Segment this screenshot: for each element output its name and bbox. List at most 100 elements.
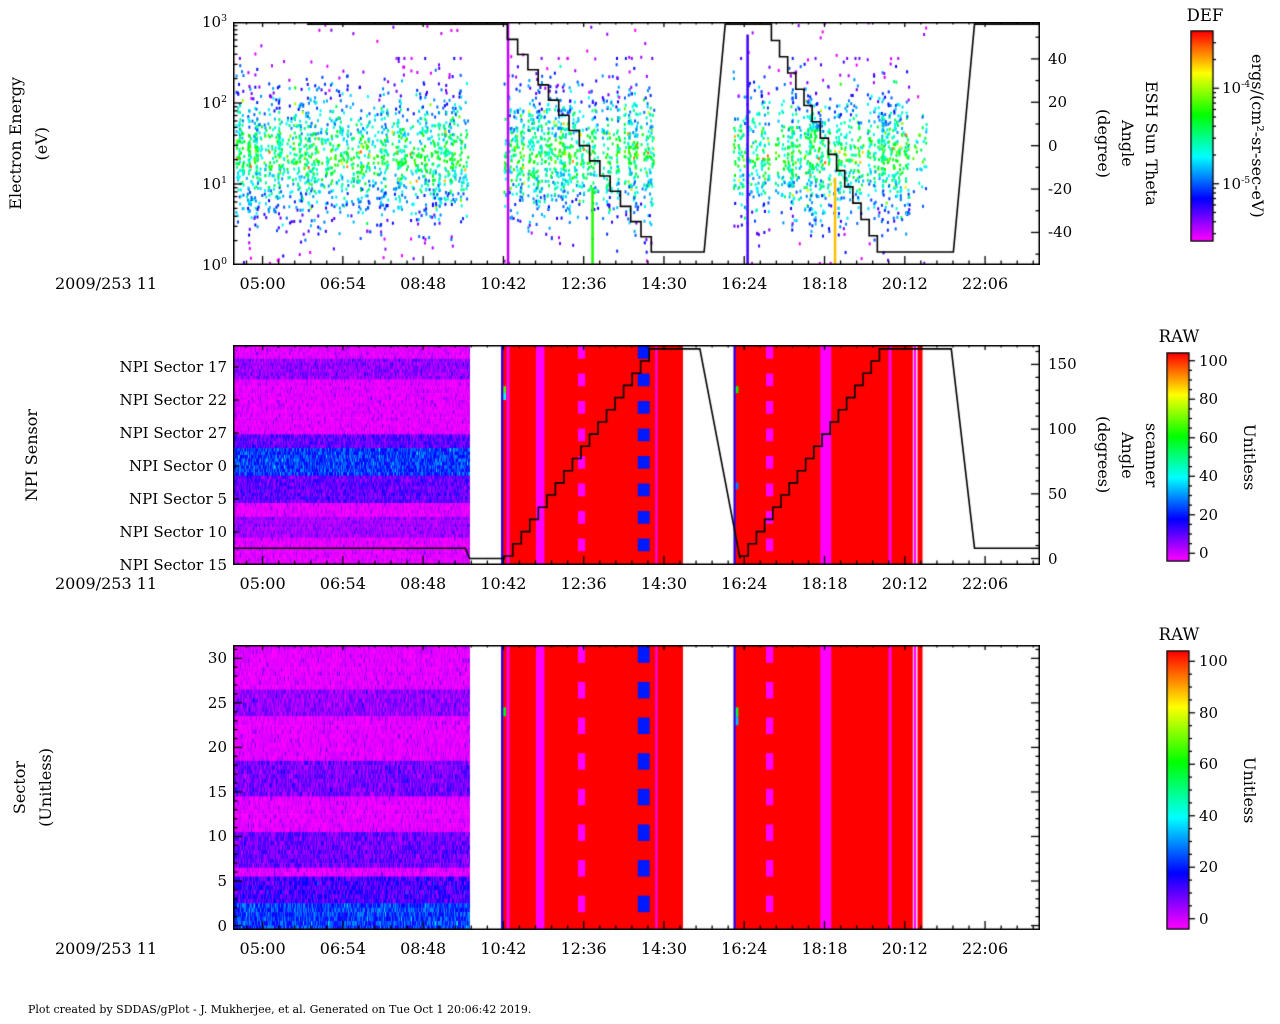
x-tick-label: 05:00 (239, 939, 286, 958)
colorbar-tick-label: 10-5 (1222, 174, 1251, 193)
x-tick-label: 05:00 (239, 574, 286, 593)
x-tick-label: 08:48 (400, 274, 447, 293)
colorbar-tick-label: 40 (1199, 806, 1219, 825)
colorbar-tick-label: 80 (1199, 703, 1219, 722)
p2-colorbar (1166, 352, 1196, 562)
y-tick-label: NPI Sector 5 (128, 490, 227, 508)
x-tick-label: 16:24 (721, 274, 768, 293)
p1-colorbar (1190, 30, 1220, 242)
x-tick-label: 12:36 (560, 939, 607, 958)
x-tick-label: 18:18 (801, 574, 848, 593)
x-tick-label: 12:36 (560, 574, 607, 593)
x-tick-label: 10:42 (480, 574, 527, 593)
p3-colorbar-unit-text: Unitless (1240, 756, 1259, 824)
x-tick-label: 05:00 (239, 274, 286, 293)
p1-colorbar-unit: ergs/(cm²-sr-sec-eV) (1248, 30, 1267, 242)
y-tick-label: 103 (201, 13, 227, 31)
right-tick-label: 0 (1048, 549, 1058, 568)
x-tick-label: 20:12 (881, 574, 928, 593)
p2-colorbar-unit-text: Unitless (1240, 423, 1259, 491)
y-tick-label: NPI Sector 15 (119, 556, 227, 574)
right-tick-label: 150 (1048, 355, 1077, 374)
x-tick-label: 22:06 (962, 939, 1009, 958)
p1-x-tick-labels: 05:00 06:54 08:48 10:42 12:36 14:30 16:24 18:18… (233, 274, 1040, 296)
x-tick-label: 16:24 (721, 574, 768, 593)
p1-colorbar-title: DEF (1186, 6, 1224, 25)
p3-y-tick-labels: 0 5 10 15 20 25 30 (0, 645, 227, 934)
colorbar-tick-label: 0 (1199, 544, 1209, 563)
colorbar-tick-label: 20 (1199, 858, 1219, 877)
x-tick-label: 22:06 (962, 574, 1009, 593)
colorbar-tick-label: 40 (1199, 467, 1219, 486)
right-tick-label: 50 (1048, 484, 1068, 503)
p2-colorbar-title: RAW (1158, 327, 1200, 346)
p1-y-tick-labels: 100 101 102 103 (0, 13, 227, 274)
p3-date-label: 2009/253 11 (55, 939, 158, 958)
p2-colorbar-unit: Unitless (1240, 352, 1259, 562)
p2-right-axis-title-line2: Angle (1118, 431, 1137, 479)
y-tick-label: 5 (217, 872, 227, 891)
y-tick-label: 102 (201, 94, 227, 112)
right-tick-label: -40 (1048, 223, 1073, 242)
colorbar-tick-label: 100 (1199, 652, 1228, 671)
x-tick-label: 08:48 (400, 574, 447, 593)
x-tick-label: 14:30 (640, 574, 688, 593)
x-tick-label: 14:30 (640, 939, 688, 958)
footer-credit: Plot created by SDDAS/gPlot - J. Mukherj… (28, 1003, 532, 1016)
x-tick-label: 08:48 (400, 939, 447, 958)
x-tick-label: 06:54 (319, 274, 366, 293)
p3-colorbar-title: RAW (1158, 625, 1200, 644)
colorbar-tick-label: 0 (1199, 909, 1209, 928)
y-tick-label: 20 (207, 738, 227, 757)
p1-right-axis-title-line1: ESH Sun Theta (1142, 81, 1161, 206)
right-tick-label: -20 (1048, 180, 1073, 199)
p2-date-label: 2009/253 11 (55, 574, 158, 593)
y-tick-label: NPI Sector 10 (119, 523, 227, 541)
x-tick-label: 12:36 (560, 274, 607, 293)
colorbar-tick-label: 80 (1199, 390, 1219, 409)
x-tick-label: 20:12 (881, 939, 928, 958)
p2-y-tick-labels: NPI Sector 17 NPI Sector 22 NPI Sector 27 N… (0, 345, 227, 574)
p3-colorbar-unit: Unitless (1240, 650, 1259, 930)
colorbar-tick-label: 10-4 (1222, 79, 1251, 98)
y-tick-label: 25 (207, 693, 227, 712)
p1-right-axis-title-line2: Angle (1118, 120, 1137, 167)
x-tick-label: 18:18 (801, 274, 848, 293)
y-tick-label: 15 (207, 782, 227, 801)
p2-right-axis-title-line3: (degrees) (1094, 416, 1113, 494)
p2-right-axis-title: scanner Angle (degrees) (1094, 345, 1161, 565)
p1-right-axis-title-line3: (degree) (1094, 108, 1113, 179)
x-tick-label: 10:42 (480, 939, 527, 958)
y-tick-label: 30 (207, 649, 227, 668)
y-tick-label: 100 (201, 256, 227, 274)
p1-colorbar-unit-text: ergs/(cm²-sr-sec-eV) (1248, 54, 1267, 218)
electron-energy-spectrogram-canvas (233, 22, 1040, 265)
y-tick-label: NPI Sector 22 (119, 391, 227, 409)
npi-sensor-heatmap-canvas (233, 345, 1040, 565)
colorbar-tick-label: 60 (1199, 755, 1219, 774)
p2-right-axis-title-line1: scanner (1142, 422, 1161, 488)
x-tick-label: 06:54 (319, 574, 366, 593)
right-tick-label: 40 (1048, 49, 1068, 68)
x-tick-label: 14:30 (640, 274, 688, 293)
p1-date-label: 2009/253 11 (55, 274, 158, 293)
x-tick-label: 16:24 (721, 939, 768, 958)
colorbar-tick-label: 60 (1199, 428, 1219, 447)
y-tick-label: NPI Sector 27 (119, 424, 227, 442)
x-tick-label: 06:54 (319, 939, 366, 958)
right-tick-label: 100 (1048, 420, 1077, 439)
y-tick-label: 10 (207, 827, 227, 846)
x-tick-label: 20:12 (881, 274, 928, 293)
y-tick-label: NPI Sector 0 (128, 457, 227, 475)
y-tick-label: 0 (217, 916, 227, 935)
p2-x-tick-labels: 05:00 06:54 08:48 10:42 12:36 14:30 16:24 18:18… (233, 574, 1040, 596)
colorbar-tick-label: 20 (1199, 505, 1219, 524)
x-tick-label: 10:42 (480, 274, 527, 293)
p3-x-tick-labels: 05:00 06:54 08:48 10:42 12:36 14:30 16:24 18:18… (233, 939, 1040, 961)
sector-heatmap-canvas (233, 645, 1040, 930)
p3-colorbar (1166, 650, 1196, 930)
colorbar-tick-label: 100 (1199, 351, 1228, 370)
right-tick-label: 20 (1048, 93, 1068, 112)
y-tick-label: 101 (201, 175, 227, 193)
